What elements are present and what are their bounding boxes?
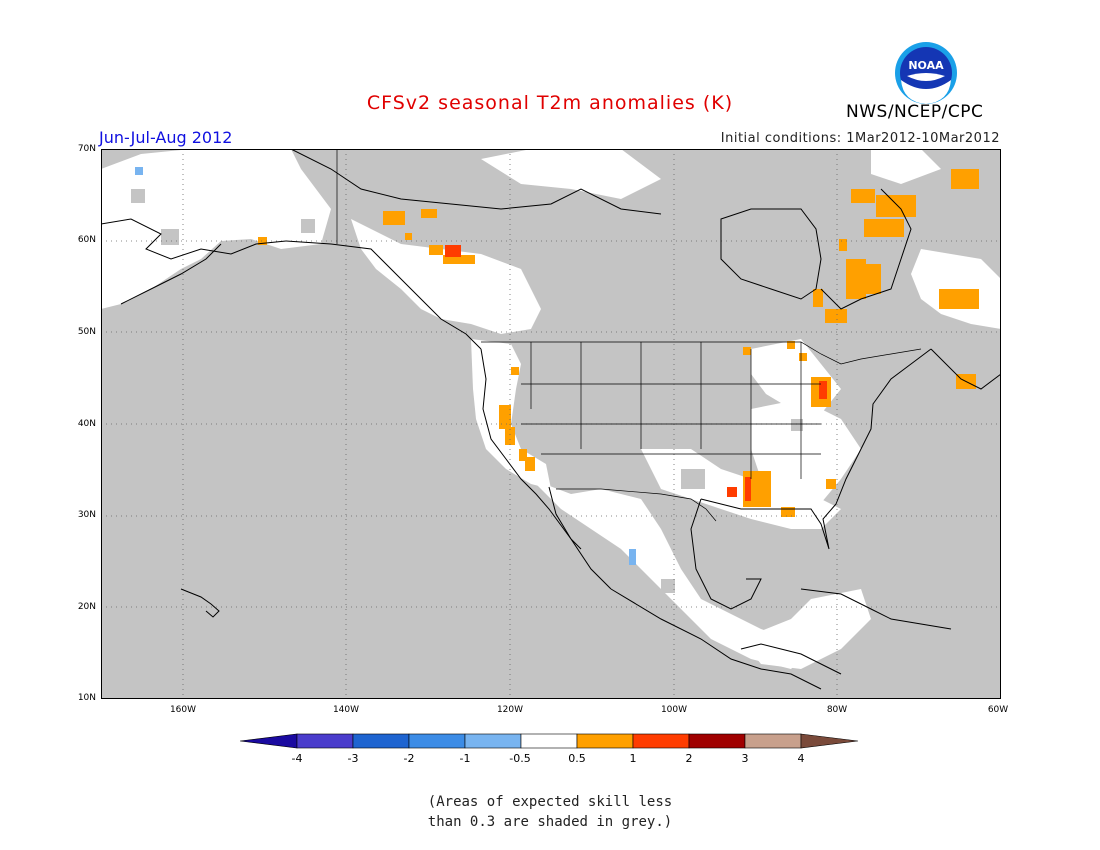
colorbar-segment (464, 733, 522, 749)
noaa-logo: NOAA (895, 42, 957, 104)
colorbar-label: 4 (797, 752, 805, 765)
anomaly-map (101, 149, 1001, 699)
lat-label-10n: 10N (77, 693, 96, 703)
svg-text:NOAA: NOAA (908, 59, 944, 72)
colorbar-segment (632, 733, 690, 749)
lon-label-60w: 60W (987, 705, 1009, 715)
map-title: CFSv2 seasonal T2m anomalies (K) (366, 92, 734, 114)
political-borders (336, 149, 922, 522)
grey-speckles (131, 189, 803, 593)
coastlines (101, 149, 1001, 690)
colorbar-segment (296, 733, 354, 749)
lat-label-50n: 50N (77, 327, 96, 337)
colorbar-segment (744, 733, 802, 749)
colorbar-arrow-low (240, 733, 298, 749)
colorbar-segment (688, 733, 746, 749)
cool-anomaly-cells (135, 167, 636, 565)
colorbar-label: 0.5 (568, 752, 586, 765)
colorbar-label: 3 (741, 752, 749, 765)
lat-label-30n: 30N (77, 510, 96, 520)
colorbar-label: 2 (685, 752, 693, 765)
skill-note-line2: than 0.3 are shaded in grey.) (427, 814, 673, 830)
lon-label-80w: 80W (826, 705, 848, 715)
colorbar-segment (352, 733, 410, 749)
lat-label-60n: 60N (77, 235, 96, 245)
lon-label-100w: 100W (660, 705, 688, 715)
colorbar-label: 1 (629, 752, 637, 765)
skill-note: (Areas of expected skill less than 0.3 a… (0, 792, 1100, 832)
lon-label-160w: 160W (169, 705, 197, 715)
colorbar-segment (408, 733, 466, 749)
lat-label-20n: 20N (77, 602, 96, 612)
colorbar-label: -3 (347, 752, 359, 765)
skill-note-line1: (Areas of expected skill less (427, 794, 673, 810)
colorbar-arrow-high (800, 733, 859, 749)
colorbar-label: -1 (459, 752, 471, 765)
neutral-anomaly-areas (101, 149, 1001, 669)
colorbar-segment (520, 733, 578, 749)
lat-label-70n: 70N (77, 144, 96, 154)
lon-label-140w: 140W (332, 705, 360, 715)
colorbar-segment (576, 733, 634, 749)
colorbar-label: -0.5 (509, 752, 531, 765)
lat-label-40n: 40N (77, 419, 96, 429)
lon-label-120w: 120W (496, 705, 524, 715)
colorbar-label: -4 (291, 752, 303, 765)
strong-warm-anomaly-cells (445, 245, 827, 501)
colorbar-label: -2 (403, 752, 415, 765)
initial-conditions: Initial conditions: 1Mar2012-10Mar2012 (720, 131, 1000, 146)
agency-label: NWS/NCEP/CPC (846, 102, 984, 122)
forecast-period: Jun-Jul-Aug 2012 (99, 128, 233, 147)
colorbar (240, 733, 859, 749)
